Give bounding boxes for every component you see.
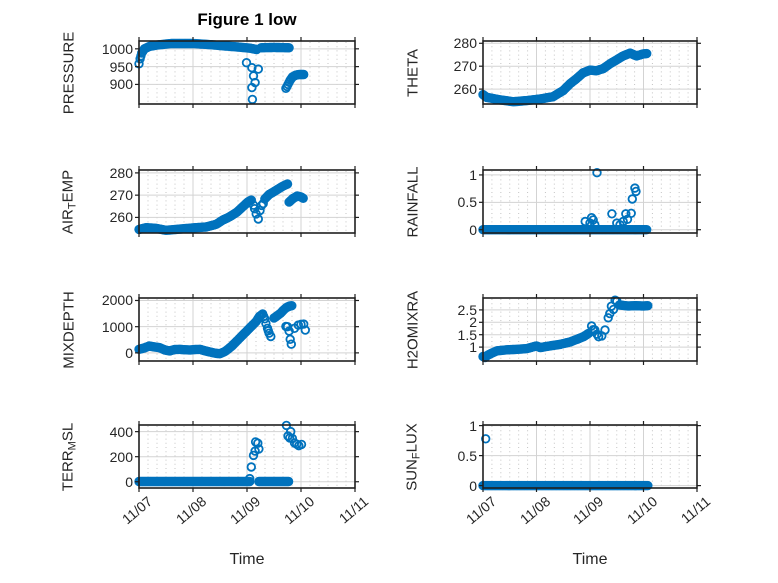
terr-msl-subplot: [134, 420, 359, 492]
sun-flux-subplot: [478, 421, 701, 492]
h2omixra-subplot: [478, 294, 701, 365]
h2omixra-ytick-label: 1.5: [457, 326, 477, 343]
rainfall-ytick-label: 0: [469, 221, 477, 238]
air-temp-ytick-label: 260: [109, 209, 133, 226]
x-axis-label-right: Time: [572, 551, 608, 568]
rainfall-data-markers: [478, 168, 652, 235]
pressure-ytick-label: 1000: [101, 40, 133, 57]
sun-flux-ytick-label: 1: [469, 417, 477, 434]
sun-flux-ytick-label: 0: [469, 477, 477, 494]
terr-msl-xtick-label: 11/11: [335, 493, 372, 527]
x-axis-label-left: Time: [229, 551, 265, 568]
sun-flux-xtick-label: 11/11: [677, 493, 714, 527]
mixdepth-subplot: [134, 294, 359, 365]
terr-msl-data-markers: [134, 420, 307, 487]
rainfall-ytick-label: 0.5: [457, 194, 477, 211]
theta-subplot: [478, 37, 701, 108]
pressure-ytick-label: 950: [109, 58, 133, 75]
pressure-ytick-label: 900: [109, 76, 133, 93]
rainfall-subplot: [478, 166, 701, 237]
pressure-data-markers: [134, 38, 309, 105]
air-temp-subplot: [134, 166, 359, 237]
terr-msl-xtick-label: 11/08: [172, 493, 210, 528]
sun-flux-xtick-label: 11/07: [462, 493, 500, 528]
mixdepth-data-markers: [134, 300, 310, 359]
h2omixra-ytick-label: 2: [469, 314, 477, 331]
terr-msl-xtick-label: 11/07: [118, 493, 156, 528]
air-temp-data-markers: [134, 179, 308, 235]
theta-ytick-label: 270: [453, 58, 477, 75]
mixdepth-ytick-label: 2000: [101, 292, 133, 309]
terr-msl-ytick-label: 200: [109, 448, 133, 465]
mixdepth-ytick-label: 1000: [101, 318, 133, 335]
figure-title: Figure 1 low: [197, 10, 297, 29]
terr-msl-ytick-label: 400: [109, 423, 133, 440]
rainfall-ytick-label: 1: [469, 166, 477, 183]
air-temp-ytick-label: 270: [109, 187, 133, 204]
pressure-subplot: [134, 37, 359, 108]
h2omixra-ytick-label: 1: [469, 339, 477, 356]
theta-data-markers: [478, 48, 652, 107]
terr-msl-ytick-label: 0: [125, 473, 133, 490]
h2omixra-ytick-label: 2.5: [457, 301, 477, 318]
theta-ytick-label: 260: [453, 81, 477, 98]
theta-ytick-label: 280: [453, 35, 477, 52]
air-temp-ytick-label: 280: [109, 164, 133, 181]
sun-flux-ytick-label: 0.5: [457, 447, 477, 464]
mixdepth-ytick-label: 0: [125, 344, 133, 361]
h2omixra-data-markers: [478, 295, 653, 363]
terr-msl-xtick-label: 11/10: [280, 493, 318, 528]
sun-flux-xtick-label: 11/08: [516, 493, 553, 528]
sun-flux-xtick-label: 11/10: [623, 493, 660, 528]
sun-flux-data-markers: [478, 434, 653, 491]
sun-flux-xtick-label: 11/09: [569, 493, 607, 528]
terr-msl-xtick-label: 11/09: [226, 493, 264, 528]
